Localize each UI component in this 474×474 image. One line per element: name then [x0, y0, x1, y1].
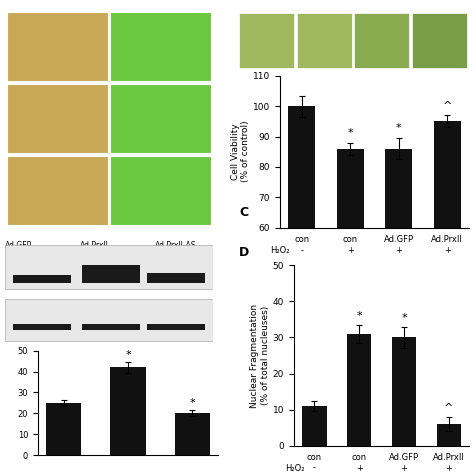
Text: -: - — [313, 464, 316, 473]
FancyBboxPatch shape — [13, 275, 72, 283]
Text: ^: ^ — [443, 101, 452, 111]
Bar — [110, 367, 146, 455]
Text: con: con — [294, 235, 309, 244]
Text: Ad.PrxII: Ad.PrxII — [80, 241, 109, 250]
Bar — [174, 413, 210, 455]
Text: D: D — [239, 246, 250, 259]
Text: H₂O₂: H₂O₂ — [270, 246, 290, 255]
FancyBboxPatch shape — [146, 273, 205, 283]
Text: Ad.GFP: Ad.GFP — [383, 235, 414, 244]
Text: Ad.GFP: Ad.GFP — [389, 453, 419, 462]
Text: con: con — [352, 453, 367, 462]
FancyBboxPatch shape — [5, 299, 213, 341]
Bar — [302, 406, 327, 446]
FancyBboxPatch shape — [412, 13, 467, 68]
Text: +: + — [446, 464, 452, 473]
Text: Ad.PrxII: Ad.PrxII — [431, 235, 463, 244]
FancyBboxPatch shape — [354, 13, 410, 68]
FancyBboxPatch shape — [110, 12, 211, 82]
FancyBboxPatch shape — [297, 13, 352, 68]
Bar — [46, 403, 82, 455]
Text: *: * — [401, 313, 407, 323]
Text: ^: ^ — [444, 403, 454, 413]
Bar — [434, 121, 461, 410]
Text: *: * — [190, 398, 195, 408]
Text: con: con — [307, 453, 322, 462]
Text: Ad.PrxII: Ad.PrxII — [433, 453, 465, 462]
Bar — [288, 106, 315, 410]
FancyBboxPatch shape — [239, 13, 294, 68]
Text: +: + — [347, 246, 354, 255]
FancyBboxPatch shape — [82, 324, 140, 330]
Y-axis label: Cell Viability
(% of control): Cell Viability (% of control) — [230, 121, 250, 182]
Y-axis label: Nuclear Fragmentation
(% of total nucleuses): Nuclear Fragmentation (% of total nucleu… — [250, 303, 270, 408]
Text: C: C — [239, 206, 248, 219]
Text: *: * — [347, 128, 353, 138]
Text: *: * — [396, 124, 401, 134]
Bar — [437, 424, 461, 446]
Bar — [347, 334, 372, 446]
Text: H₂O₂: H₂O₂ — [285, 464, 304, 473]
Bar — [392, 337, 416, 446]
FancyBboxPatch shape — [82, 264, 140, 283]
FancyBboxPatch shape — [5, 245, 213, 289]
Text: *: * — [125, 350, 131, 360]
Text: +: + — [395, 246, 402, 255]
FancyBboxPatch shape — [7, 83, 108, 154]
Text: -: - — [300, 246, 303, 255]
FancyBboxPatch shape — [7, 12, 108, 82]
FancyBboxPatch shape — [7, 155, 108, 225]
FancyBboxPatch shape — [13, 324, 72, 330]
Bar — [385, 149, 412, 410]
Text: +: + — [356, 464, 363, 473]
Text: +: + — [444, 246, 451, 255]
FancyBboxPatch shape — [110, 155, 211, 225]
Text: Ad.PrxII-AS: Ad.PrxII-AS — [155, 241, 196, 250]
FancyBboxPatch shape — [110, 83, 211, 154]
Text: +: + — [401, 464, 408, 473]
Text: *: * — [356, 311, 362, 321]
Text: con: con — [343, 235, 358, 244]
Bar — [337, 149, 364, 410]
FancyBboxPatch shape — [146, 324, 205, 330]
Text: Ad.GFP: Ad.GFP — [5, 241, 32, 250]
